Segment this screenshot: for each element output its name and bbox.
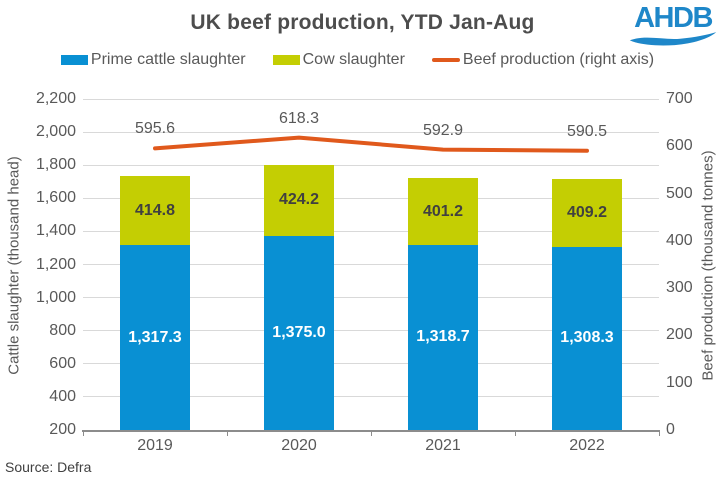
- right-axis-tick-label: 700: [666, 90, 693, 107]
- x-axis-category-label: 2021: [425, 437, 461, 454]
- right-axis-tick-label: 0: [666, 421, 675, 438]
- x-axis-tick: [370, 430, 372, 436]
- prime-cattle-data-label: 1,318.7: [416, 328, 470, 346]
- x-axis-tick: [514, 430, 516, 436]
- x-axis-tick: [82, 430, 84, 436]
- right-axis-tick-label: 300: [666, 279, 693, 297]
- legend-item-beef-production: Beef production (right axis): [431, 51, 655, 69]
- beef-production-data-label: 595.6: [134, 120, 176, 138]
- bar-cow: [120, 176, 190, 246]
- beef-production-data-label: 590.5: [566, 122, 608, 140]
- legend-label-cow: Cow slaughter: [302, 51, 405, 68]
- gridline: [83, 363, 659, 365]
- beef-production-line: [153, 135, 589, 153]
- left-axis-tick-label: 1,800: [35, 156, 76, 174]
- gridline: [83, 197, 659, 199]
- left-axis-tick-label: 2,200: [35, 90, 76, 107]
- gridline: [83, 330, 659, 332]
- right-axis-tick-label: 400: [666, 231, 693, 249]
- legend-label-prime-cattle: Prime cattle slaughter: [90, 51, 246, 68]
- cow-data-label: 424.2: [278, 191, 320, 209]
- left-axis-tick-label: 400: [49, 387, 76, 405]
- left-axis-tick-label: 2,000: [35, 123, 76, 141]
- ahdb-logo-text: AHDB: [634, 2, 713, 34]
- prime-cattle-data-label: 1,375.0: [272, 323, 326, 341]
- gridline: [83, 98, 659, 100]
- left-axis-tick-label: 800: [49, 321, 76, 339]
- prime-cattle-data-label: 1,308.3: [560, 329, 614, 347]
- left-axis-tick-label: 1,600: [35, 189, 76, 207]
- gridline: [83, 230, 659, 232]
- bar-cow: [408, 178, 478, 245]
- cow-data-label: 401.2: [422, 202, 464, 220]
- chart-legend: Prime cattle slaughter Cow slaughter Bee…: [0, 51, 715, 69]
- chart-title: UK beef production, YTD Jan-Aug: [190, 11, 535, 34]
- bar-prime-cattle: [552, 246, 622, 430]
- bar-prime-cattle: [120, 245, 190, 430]
- legend-item-prime-cattle-slaughter: Prime cattle slaughter: [60, 51, 246, 69]
- left-axis-tick-label: 200: [49, 421, 76, 438]
- gridline: [83, 164, 659, 166]
- source-note: Source: Defra: [5, 459, 92, 475]
- cow-data-label: 414.8: [134, 201, 176, 219]
- beef-production-data-label: 592.9: [422, 121, 464, 139]
- bar-cow: [264, 165, 334, 236]
- x-axis-tick: [226, 430, 228, 436]
- x-axis-tick: [658, 430, 660, 436]
- gridline: [83, 131, 659, 133]
- right-axis-tick-label: 500: [666, 184, 693, 202]
- bar-prime-cattle: [264, 235, 334, 430]
- legend-swatch-beef-production-icon: [431, 58, 460, 62]
- left-axis-tick-label: 1,200: [35, 255, 76, 273]
- bar-prime-cattle: [408, 244, 478, 430]
- right-axis-tick-label: 600: [666, 137, 693, 155]
- left-axis-tick-label: 1,400: [35, 222, 76, 240]
- prime-cattle-data-label: 1,317.3: [128, 328, 182, 346]
- right-axis-tick-label: 100: [666, 373, 693, 391]
- gridline: [83, 396, 659, 398]
- bar-cow: [552, 178, 622, 247]
- x-axis-category-label: 2019: [137, 437, 173, 454]
- ahdb-wave-icon: [629, 32, 717, 46]
- legend-item-cow-slaughter: Cow slaughter: [272, 51, 405, 69]
- x-axis-category-label: 2022: [569, 437, 605, 454]
- ahdb-logo: AHDB: [628, 2, 718, 48]
- gridline: [83, 264, 659, 265]
- legend-swatch-prime-cattle-icon: [60, 55, 88, 65]
- right-axis-tick-label: 200: [666, 326, 693, 344]
- legend-label-beef-production: Beef production (right axis): [462, 51, 655, 68]
- cow-data-label: 409.2: [566, 203, 608, 221]
- x-axis-category-label: 2020: [281, 437, 317, 454]
- left-axis-tick-label: 1,000: [35, 288, 76, 306]
- beef-production-data-label: 618.3: [278, 109, 320, 127]
- gridline: [83, 297, 659, 299]
- left-axis-tick-label: 600: [49, 354, 76, 372]
- legend-swatch-cow-icon: [272, 55, 300, 65]
